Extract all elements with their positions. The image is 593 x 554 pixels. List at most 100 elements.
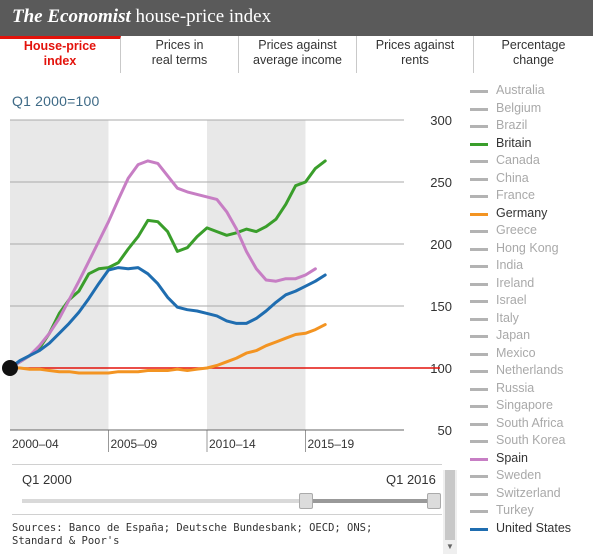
legend-item-india[interactable]: India xyxy=(464,258,589,275)
legend-label: Australia xyxy=(496,83,545,97)
legend-item-switzerland[interactable]: Switzerland xyxy=(464,486,589,503)
legend-item-canada[interactable]: Canada xyxy=(464,153,589,170)
legend-item-belgium[interactable]: Belgium xyxy=(464,101,589,118)
series-line-britain xyxy=(8,159,327,370)
legend-swatch xyxy=(470,230,488,233)
series-line-united-states xyxy=(8,266,327,370)
legend-item-spain[interactable]: Spain xyxy=(464,451,589,468)
legend-label: Canada xyxy=(496,153,540,167)
tab-prices-against-rents[interactable]: Prices against rents xyxy=(357,36,474,73)
range-end-label: Q1 2016 xyxy=(386,472,436,487)
legend-swatch xyxy=(470,212,488,216)
series-line-spain xyxy=(8,159,317,370)
legend-label: India xyxy=(496,258,524,272)
legend-label: Britain xyxy=(496,135,532,150)
legend-label: United States xyxy=(496,520,572,535)
legend-item-italy[interactable]: Italy xyxy=(464,311,589,328)
legend-item-japan[interactable]: Japan xyxy=(464,328,589,345)
legend-swatch xyxy=(470,142,488,146)
tab-house-price-index[interactable]: House-price index xyxy=(0,36,121,73)
legend-label: Greece xyxy=(496,223,537,237)
range-end-handle[interactable] xyxy=(426,493,441,509)
legend-item-britain[interactable]: Britain xyxy=(464,136,589,153)
legend-swatch xyxy=(470,387,488,391)
y-tick-label: 50 xyxy=(438,423,452,438)
legend-item-hong-kong[interactable]: Hong Kong xyxy=(464,241,589,258)
y-tick-label: 200 xyxy=(430,237,452,252)
legend-swatch xyxy=(470,195,488,198)
legend-swatch xyxy=(470,527,488,531)
legend-label: Singapore xyxy=(496,398,553,412)
legend-scrollbar[interactable]: ▼ xyxy=(443,470,457,554)
tab-prices-in-real-terms[interactable]: Prices in real terms xyxy=(121,36,239,73)
legend-label: Netherlands xyxy=(496,363,564,377)
scrollbar-thumb[interactable] xyxy=(445,470,455,540)
legend-swatch xyxy=(470,492,488,496)
range-track[interactable] xyxy=(22,499,440,503)
legend-label: Sweden xyxy=(496,468,542,482)
legend-item-australia[interactable]: Australia xyxy=(464,83,589,100)
legend-item-israel[interactable]: Israel xyxy=(464,293,589,310)
legend-item-germany[interactable]: Germany xyxy=(464,206,589,223)
legend-swatch xyxy=(470,107,488,111)
legend-item-netherlands[interactable]: Netherlands xyxy=(464,363,589,380)
legend-item-brazil[interactable]: Brazil xyxy=(464,118,589,135)
page-title: The Economist house-price index xyxy=(12,6,272,27)
legend-item-united-states[interactable]: United States xyxy=(464,521,589,538)
period-band xyxy=(207,120,306,430)
legend-swatch xyxy=(470,317,488,321)
legend-label: Germany xyxy=(496,205,548,220)
legend-swatch xyxy=(470,440,488,443)
x-tick-label: 2005–09 xyxy=(111,437,158,451)
legend-item-singapore[interactable]: Singapore xyxy=(464,398,589,415)
x-tick-label: 2000–04 xyxy=(12,437,59,451)
range-selected-fill xyxy=(306,499,434,503)
legend-swatch xyxy=(470,352,488,356)
legend-label: South Korea xyxy=(496,433,566,447)
scroll-down-arrow-icon[interactable]: ▼ xyxy=(446,542,454,551)
y-tick-label: 250 xyxy=(430,175,452,190)
start-marker xyxy=(2,360,18,376)
period-band xyxy=(10,120,109,430)
legend-swatch xyxy=(470,300,488,303)
legend-item-sweden[interactable]: Sweden xyxy=(464,468,589,485)
legend-item-south-korea[interactable]: South Korea xyxy=(464,433,589,450)
legend-item-russia[interactable]: Russia xyxy=(464,381,589,398)
series-line-germany xyxy=(8,323,327,375)
y-tick-label: 100 xyxy=(430,361,452,376)
legend-swatch xyxy=(470,265,488,268)
range-start-handle[interactable] xyxy=(299,493,314,509)
tab-percentage-change[interactable]: Percentage change xyxy=(474,36,593,73)
legend-label: Israel xyxy=(496,293,527,307)
legend-label: South Africa xyxy=(496,415,564,430)
legend-item-ireland[interactable]: Ireland xyxy=(464,276,589,293)
y-tick-label: 150 xyxy=(430,299,452,314)
legend-label: Japan xyxy=(496,328,531,342)
legend-item-greece[interactable]: Greece xyxy=(464,223,589,240)
tab-prices-against-average-income[interactable]: Prices against average income xyxy=(239,36,357,73)
x-tick-label: 2010–14 xyxy=(209,437,256,451)
legend-swatch xyxy=(470,90,488,93)
legend-item-turkey[interactable]: Turkey xyxy=(464,503,589,520)
legend-item-france[interactable]: France xyxy=(464,188,589,205)
legend-swatch xyxy=(470,125,488,128)
legend-label: Mexico xyxy=(496,345,536,360)
legend-label: Russia xyxy=(496,380,535,395)
sources-line-2: Standard & Poor's xyxy=(12,535,120,547)
legend-item-south-africa[interactable]: South Africa xyxy=(464,416,589,433)
legend-label: Brazil xyxy=(496,118,528,132)
legend-label: Hong Kong xyxy=(496,240,559,255)
sources-line-1: Sources: Banco de España; Deutsche Bunde… xyxy=(12,522,373,534)
country-legend: Australia Belgium Brazil Britain Canada China… xyxy=(464,80,589,550)
legend-swatch xyxy=(470,510,488,513)
sources-note: Sources: Banco de España; Deutsche Bunde… xyxy=(12,514,442,548)
legend-item-mexico[interactable]: Mexico xyxy=(464,346,589,363)
tab-bar: House-price index Prices in real terms Pri… xyxy=(0,36,593,73)
legend-swatch xyxy=(470,475,488,478)
house-price-chart: 2000–04 2005–09 2010–14 2015–19 50 100 150 200 2… xyxy=(2,113,452,452)
legend-swatch xyxy=(470,405,488,408)
range-start-label: Q1 2000 xyxy=(22,472,72,487)
legend-item-china[interactable]: China xyxy=(464,171,589,188)
x-tick-label: 2015–19 xyxy=(308,437,355,451)
legend-swatch xyxy=(470,370,488,373)
